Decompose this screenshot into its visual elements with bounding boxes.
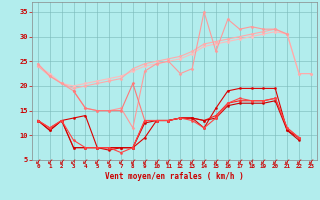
Text: ↙: ↙ <box>153 158 160 167</box>
Text: ↙: ↙ <box>177 158 184 167</box>
Text: ↙: ↙ <box>225 158 231 167</box>
Text: ↙: ↙ <box>201 158 207 167</box>
Text: ↙: ↙ <box>236 158 243 167</box>
Text: ↙: ↙ <box>47 158 53 167</box>
Text: ↙: ↙ <box>189 158 196 167</box>
Text: ↙: ↙ <box>82 158 89 167</box>
Text: ↙: ↙ <box>296 158 302 167</box>
Text: ↙: ↙ <box>308 158 314 167</box>
Text: ↙: ↙ <box>118 158 124 167</box>
Text: ↙: ↙ <box>272 158 278 167</box>
Text: ↙: ↙ <box>130 158 136 167</box>
Text: ↙: ↙ <box>248 158 255 167</box>
Text: ↙: ↙ <box>141 158 148 167</box>
Text: ↙: ↙ <box>106 158 112 167</box>
Text: ↙: ↙ <box>260 158 267 167</box>
Text: ↙: ↙ <box>213 158 219 167</box>
Text: ↙: ↙ <box>165 158 172 167</box>
Text: ↙: ↙ <box>35 158 41 167</box>
Text: ↙: ↙ <box>59 158 65 167</box>
Text: ↙: ↙ <box>94 158 100 167</box>
Text: ↙: ↙ <box>70 158 77 167</box>
X-axis label: Vent moyen/en rafales ( km/h ): Vent moyen/en rafales ( km/h ) <box>105 172 244 181</box>
Text: ↙: ↙ <box>284 158 290 167</box>
